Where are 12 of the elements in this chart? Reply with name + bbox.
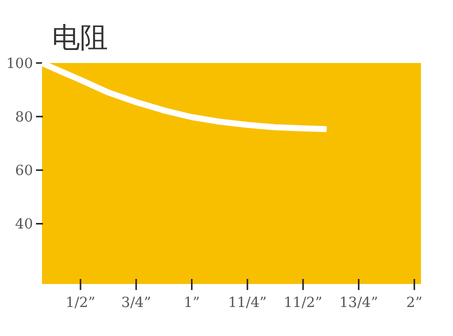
- x-tick-label: 13/4”: [339, 295, 378, 311]
- x-tick-label: 1/2”: [66, 295, 96, 311]
- x-tick-label: 11/2”: [284, 295, 322, 311]
- y-tick-label: 60: [15, 163, 33, 180]
- x-tick-label: 11/4”: [228, 295, 267, 311]
- y-tick-label: 100: [6, 56, 33, 72]
- x-tick-label: 1”: [184, 295, 200, 311]
- chart-title: 电阻: [52, 21, 108, 54]
- y-tick-label: 40: [15, 216, 33, 233]
- y-tick-label: 80: [15, 110, 33, 126]
- x-tick-label: 3/4”: [121, 295, 151, 311]
- x-tick-label: 2”: [406, 295, 422, 311]
